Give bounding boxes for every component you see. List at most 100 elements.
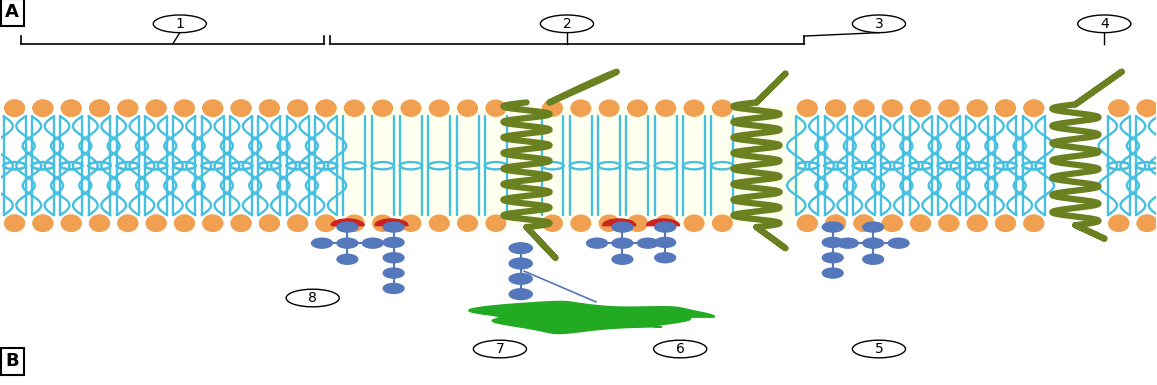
Text: 6: 6 — [676, 342, 685, 356]
Ellipse shape — [883, 215, 902, 231]
Ellipse shape — [288, 215, 308, 231]
Ellipse shape — [383, 268, 404, 278]
Ellipse shape — [401, 215, 421, 231]
Ellipse shape — [863, 222, 884, 232]
Ellipse shape — [823, 222, 843, 232]
Ellipse shape — [939, 100, 959, 116]
Ellipse shape — [713, 215, 732, 231]
Ellipse shape — [486, 215, 506, 231]
Text: 8: 8 — [308, 291, 317, 305]
Circle shape — [1077, 15, 1130, 33]
Ellipse shape — [202, 100, 222, 116]
Text: 4: 4 — [1100, 17, 1108, 31]
Ellipse shape — [5, 215, 24, 231]
Ellipse shape — [90, 215, 109, 231]
Ellipse shape — [612, 238, 633, 248]
Polygon shape — [469, 301, 715, 333]
Ellipse shape — [458, 215, 478, 231]
Ellipse shape — [231, 100, 251, 116]
Ellipse shape — [996, 215, 1016, 231]
Ellipse shape — [146, 215, 165, 231]
Ellipse shape — [61, 215, 81, 231]
Ellipse shape — [1137, 215, 1157, 231]
Ellipse shape — [288, 100, 308, 116]
Ellipse shape — [797, 215, 817, 231]
Ellipse shape — [259, 215, 279, 231]
Circle shape — [153, 15, 206, 33]
Ellipse shape — [383, 238, 404, 248]
Ellipse shape — [202, 215, 222, 231]
Ellipse shape — [1024, 215, 1044, 231]
Ellipse shape — [612, 222, 633, 232]
Ellipse shape — [599, 215, 619, 231]
Ellipse shape — [61, 100, 81, 116]
Ellipse shape — [34, 100, 53, 116]
Polygon shape — [603, 219, 635, 225]
Ellipse shape — [967, 215, 987, 231]
Ellipse shape — [823, 253, 843, 263]
Ellipse shape — [362, 238, 383, 248]
Ellipse shape — [996, 100, 1016, 116]
Text: 5: 5 — [875, 342, 883, 356]
Ellipse shape — [826, 100, 846, 116]
Polygon shape — [331, 219, 363, 225]
Ellipse shape — [34, 215, 53, 231]
Text: 2: 2 — [562, 17, 572, 31]
Ellipse shape — [823, 268, 843, 278]
Ellipse shape — [259, 100, 279, 116]
Ellipse shape — [1137, 100, 1157, 116]
Ellipse shape — [967, 215, 987, 231]
Ellipse shape — [883, 100, 902, 116]
Ellipse shape — [34, 100, 53, 116]
Ellipse shape — [587, 238, 607, 248]
Ellipse shape — [118, 100, 138, 116]
Ellipse shape — [655, 238, 676, 248]
Circle shape — [853, 340, 906, 358]
Ellipse shape — [889, 238, 909, 248]
Ellipse shape — [259, 100, 279, 116]
Ellipse shape — [543, 100, 562, 116]
Ellipse shape — [612, 254, 633, 264]
Bar — [330, 106, 804, 225]
Ellipse shape — [996, 100, 1016, 116]
Polygon shape — [375, 219, 407, 225]
Ellipse shape — [175, 215, 194, 231]
Ellipse shape — [655, 253, 676, 263]
Ellipse shape — [316, 100, 336, 116]
Ellipse shape — [863, 254, 884, 264]
Ellipse shape — [90, 215, 109, 231]
Ellipse shape — [826, 215, 846, 231]
Ellipse shape — [599, 100, 619, 116]
Ellipse shape — [854, 100, 874, 116]
Ellipse shape — [826, 100, 846, 116]
Ellipse shape — [61, 100, 81, 116]
Ellipse shape — [316, 100, 336, 116]
Ellipse shape — [231, 215, 251, 231]
Ellipse shape — [838, 238, 858, 248]
Ellipse shape — [373, 215, 392, 231]
Ellipse shape — [911, 215, 930, 231]
Text: 7: 7 — [495, 342, 504, 356]
Ellipse shape — [684, 100, 703, 116]
Ellipse shape — [90, 100, 109, 116]
Ellipse shape — [337, 254, 358, 264]
Ellipse shape — [509, 243, 532, 254]
Ellipse shape — [383, 222, 404, 232]
Ellipse shape — [823, 238, 843, 248]
Ellipse shape — [429, 215, 449, 231]
Ellipse shape — [316, 215, 336, 231]
Ellipse shape — [429, 100, 449, 116]
Ellipse shape — [231, 215, 251, 231]
Ellipse shape — [118, 100, 138, 116]
Ellipse shape — [509, 258, 532, 269]
Ellipse shape — [911, 215, 930, 231]
Text: 3: 3 — [875, 17, 883, 31]
Ellipse shape — [383, 253, 404, 263]
Ellipse shape — [373, 100, 392, 116]
Ellipse shape — [458, 100, 478, 116]
Ellipse shape — [939, 215, 959, 231]
Ellipse shape — [854, 215, 874, 231]
Ellipse shape — [345, 100, 364, 116]
Circle shape — [286, 289, 339, 307]
Ellipse shape — [655, 222, 676, 232]
